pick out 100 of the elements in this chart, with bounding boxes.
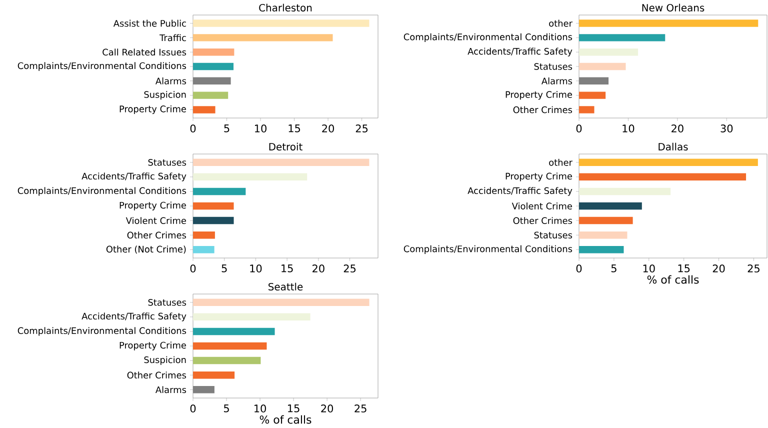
- y-tick-label: other: [549, 158, 572, 166]
- y-tick-label: Suspicion: [144, 90, 186, 100]
- bar: [193, 313, 310, 321]
- x-tick-label: 15: [288, 124, 300, 132]
- y-tick-label: Alarms: [541, 77, 572, 84]
- chart-title: Detroit: [269, 142, 302, 150]
- x-tick-label: 15: [678, 264, 690, 272]
- x-tick-label: 10: [254, 404, 266, 412]
- y-tick-label: Complaints/Environmental Conditions: [18, 62, 186, 71]
- y-tick-label: Accidents/Traffic Safety: [82, 172, 186, 182]
- y-tick-label: Assist the Public: [113, 20, 186, 27]
- y-tick-label: Complaints/Environmental Conditions: [18, 327, 186, 336]
- bar: [579, 48, 638, 56]
- bar: [193, 173, 308, 181]
- bar: [193, 356, 261, 364]
- chart-title: Dallas: [658, 142, 688, 150]
- x-tick-label: 20: [322, 124, 334, 132]
- bar: [193, 386, 214, 394]
- y-tick-label: Other (Not Crime): [106, 246, 186, 254]
- y-tick-label: Property Crime: [120, 105, 186, 114]
- bar: [579, 202, 642, 210]
- x-tick-label: 25: [356, 124, 368, 132]
- y-tick-label: Suspicion: [144, 356, 186, 365]
- x-tick-label: 0: [576, 264, 582, 272]
- x-tick-label: 5: [611, 264, 616, 272]
- bar: [579, 77, 609, 85]
- y-tick-label: Alarms: [155, 386, 186, 394]
- y-tick-label: Property Crime: [506, 172, 572, 182]
- y-tick-label: Statuses: [148, 298, 186, 306]
- y-tick-label: Alarms: [155, 77, 186, 84]
- y-tick-label: Call Related Issues: [102, 48, 186, 56]
- bar: [579, 34, 666, 42]
- y-tick-label: Statuses: [534, 63, 572, 70]
- chart-title: Seattle: [268, 282, 303, 291]
- y-tick-label: Accidents/Traffic Safety: [468, 48, 572, 56]
- bar: [193, 328, 275, 336]
- bar: [193, 92, 228, 99]
- x-tick-label: 5: [224, 404, 229, 412]
- y-tick-label: Traffic: [160, 34, 186, 42]
- bar: [193, 188, 246, 196]
- y-tick-label: Complaints/Environmental Conditions: [18, 187, 186, 196]
- x-tick-label: 20: [312, 264, 324, 272]
- y-tick-label: Violent Crime: [126, 217, 186, 224]
- x-tick-label: 0: [190, 264, 196, 272]
- bar: [579, 92, 606, 99]
- y-tick-label: Other Crimes: [127, 232, 186, 239]
- x-tick-label: 10: [643, 264, 655, 272]
- x-tick-label: 10: [250, 264, 262, 272]
- x-tick-label: 10: [255, 124, 266, 132]
- y-tick-label: Other Crimes: [127, 372, 186, 379]
- x-tick-label: 5: [224, 124, 230, 132]
- x-tick-label: 15: [282, 264, 293, 272]
- x-tick-label: 15: [288, 404, 300, 412]
- y-tick-label: Violent Crime: [512, 202, 572, 210]
- x-tick-label: 0: [190, 404, 196, 412]
- bar: [193, 231, 215, 239]
- bar: [579, 188, 671, 196]
- bar: [193, 62, 234, 70]
- bar: [579, 231, 628, 239]
- y-tick-label: other: [549, 20, 572, 27]
- bar: [193, 20, 370, 27]
- x-tick-label: 25: [344, 264, 356, 272]
- bar: [193, 371, 235, 379]
- y-tick-label: Accidents/Traffic Safety: [468, 187, 572, 196]
- y-tick-label: Complaints/Environmental Conditions: [404, 245, 572, 254]
- chart-title: New Orleans: [642, 4, 704, 12]
- y-tick-label: Statuses: [534, 232, 572, 238]
- bar: [579, 158, 758, 166]
- x-tick-label: 0: [576, 124, 582, 132]
- y-tick-label: Statuses: [148, 158, 186, 166]
- y-tick-label: Accidents/Traffic Safety: [82, 312, 186, 322]
- bar: [193, 298, 370, 306]
- x-axis-title: % of calls: [260, 415, 312, 424]
- bar: [193, 106, 216, 114]
- bar: [193, 342, 267, 350]
- chart-title: Charleston: [259, 4, 312, 12]
- bar: [193, 216, 234, 224]
- y-tick-label: Other Crimes: [513, 217, 572, 224]
- y-tick-label: Complaints/Environmental Conditions: [404, 33, 572, 42]
- bar: [579, 216, 633, 224]
- x-tick-label: 25: [748, 264, 760, 272]
- bar: [579, 246, 624, 254]
- bar: [193, 34, 333, 42]
- bar: [579, 173, 746, 181]
- x-tick-label: 20: [321, 404, 334, 412]
- bar: [193, 77, 231, 85]
- x-tick-label: 0: [190, 124, 196, 132]
- y-tick-label: Property Crime: [120, 342, 186, 350]
- y-tick-label: Property Crime: [506, 90, 572, 100]
- y-tick-label: Property Crime: [120, 202, 186, 210]
- bar: [193, 158, 370, 166]
- bar: [579, 106, 594, 114]
- x-tick-label: 30: [720, 124, 733, 132]
- x-tick-label: 25: [354, 404, 366, 412]
- x-tick-label: 20: [672, 124, 684, 132]
- bar: [579, 20, 758, 27]
- y-tick-label: Other Crimes: [513, 106, 572, 114]
- x-axis-title: % of calls: [647, 275, 699, 284]
- x-tick-label: 10: [622, 124, 634, 132]
- bar: [193, 202, 234, 210]
